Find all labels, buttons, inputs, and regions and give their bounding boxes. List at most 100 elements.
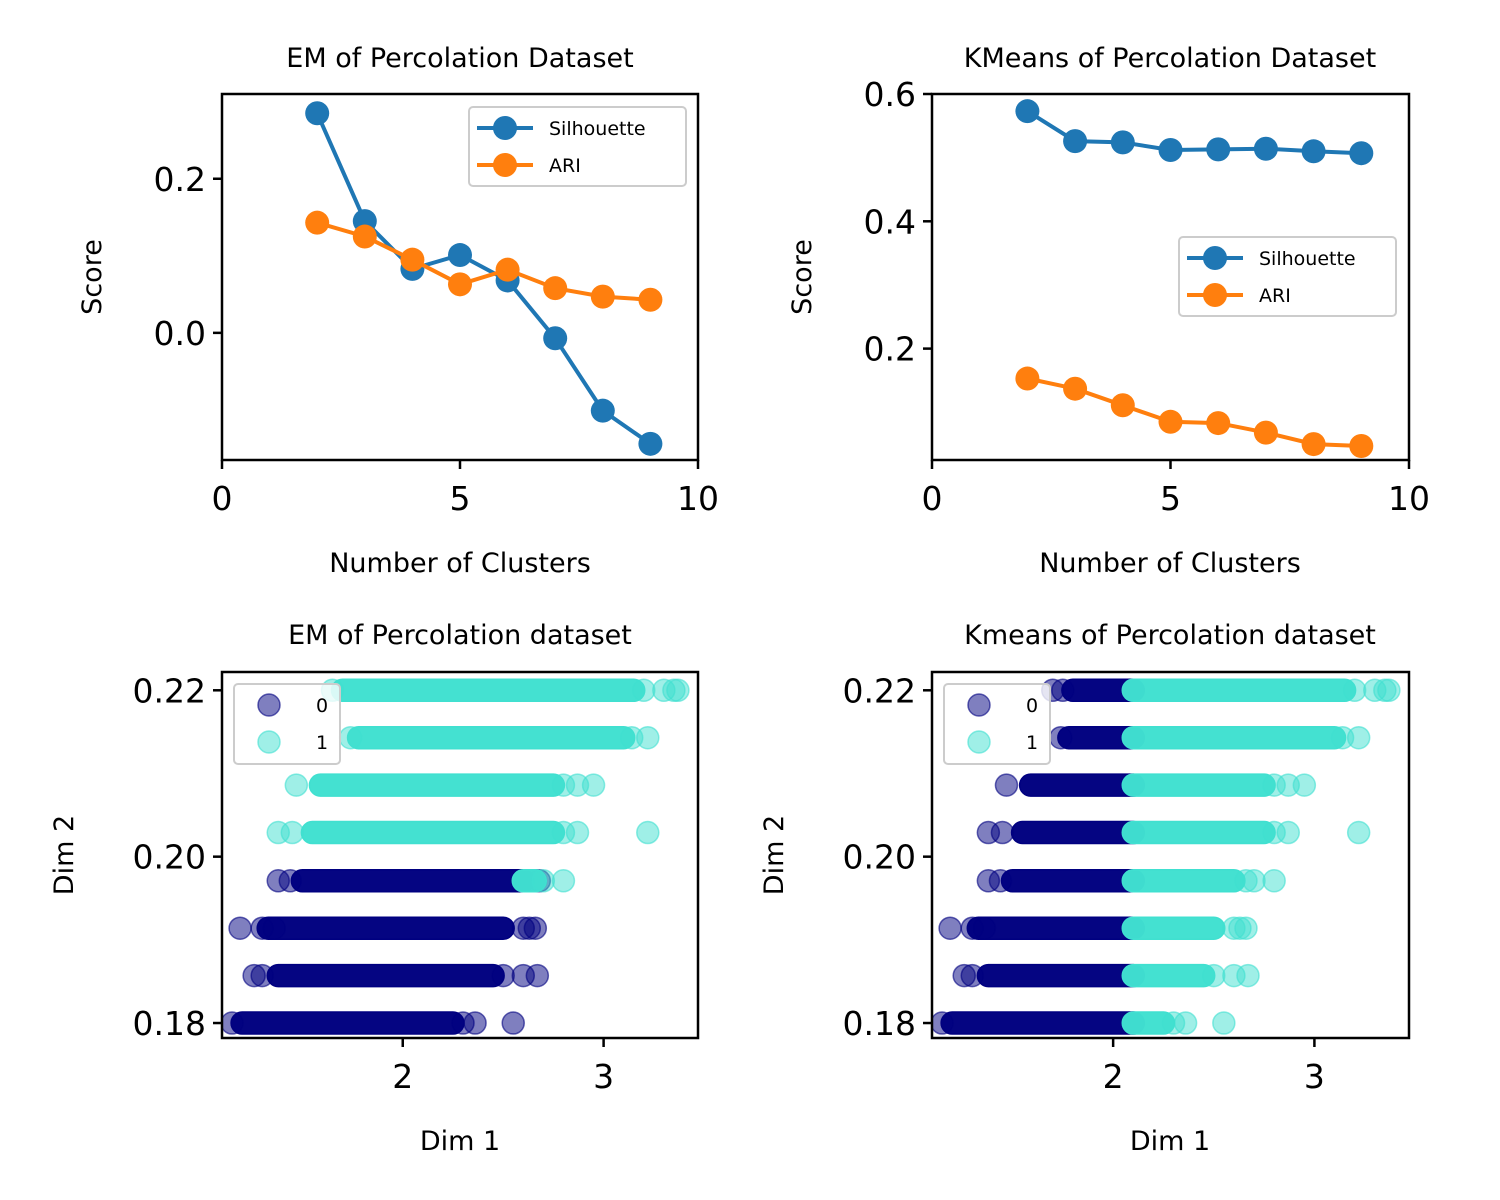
data-point xyxy=(990,820,1015,845)
point-cluster xyxy=(346,725,636,750)
data-point xyxy=(1015,366,1040,391)
series-ari xyxy=(1015,366,1374,458)
chart-title: KMeans of Percolation Dataset xyxy=(964,43,1376,74)
data-point xyxy=(1349,433,1374,458)
data-point xyxy=(1063,129,1088,154)
data-point xyxy=(581,773,606,797)
data-point xyxy=(463,1011,487,1035)
panel-em-scatter: EM of Percolation dataset Dim 1 Dim 2 2 3… xyxy=(49,620,700,1157)
y-tick-label: 0.6 xyxy=(864,75,916,114)
y-tick-label: 0.22 xyxy=(843,671,916,710)
data-point xyxy=(1236,963,1260,988)
x-tick-label: 10 xyxy=(677,479,719,518)
legend: Silhouette ARI xyxy=(468,106,687,187)
data-layer xyxy=(932,678,1401,1035)
data-point xyxy=(1212,1011,1236,1035)
data-point xyxy=(1377,678,1401,703)
point-cluster xyxy=(1121,820,1276,845)
data-point xyxy=(1051,678,1075,703)
data-point xyxy=(551,869,576,893)
panel-kmeans-scatter: Kmeans of Percolation dataset Dim 1 Dim … xyxy=(759,620,1411,1157)
x-tick-label: 0 xyxy=(922,479,943,518)
data-point xyxy=(632,678,656,703)
legend-label: 1 xyxy=(316,732,328,754)
data-point xyxy=(305,101,330,126)
data-point xyxy=(988,869,1013,893)
data-point xyxy=(280,820,305,845)
data-point xyxy=(1346,820,1371,845)
y-axis-label: Dim 2 xyxy=(49,815,80,895)
data-point xyxy=(1158,138,1183,163)
data-point xyxy=(501,1011,525,1035)
axes-frame xyxy=(930,670,1411,1040)
legend-marker xyxy=(967,730,991,754)
data-point xyxy=(1292,773,1317,797)
legend-label: ARI xyxy=(549,155,581,177)
x-axis-label: Dim 1 xyxy=(420,1126,500,1157)
x-axis-label: Number of Clusters xyxy=(1039,548,1301,579)
point-cluster xyxy=(1121,678,1357,703)
legend-label: 0 xyxy=(316,695,328,717)
point-cluster xyxy=(976,963,1146,988)
point-cluster xyxy=(330,678,646,703)
data-point xyxy=(222,1011,244,1035)
x-tick-label: 10 xyxy=(1388,479,1430,518)
legend-marker xyxy=(493,116,517,140)
data-point xyxy=(352,224,377,249)
data-point xyxy=(523,916,548,940)
data-point xyxy=(1253,136,1278,161)
legend-marker xyxy=(967,693,991,717)
data-point xyxy=(1253,420,1278,445)
data-point xyxy=(938,916,962,940)
data-point xyxy=(638,287,663,312)
data-point xyxy=(1206,137,1231,162)
y-tick-label: 0.2 xyxy=(864,330,916,369)
data-point xyxy=(1049,725,1073,750)
data-point xyxy=(932,1011,954,1035)
data-point xyxy=(1301,432,1326,457)
point-cluster xyxy=(230,1011,465,1035)
data-layer xyxy=(1015,99,1374,458)
data-point xyxy=(565,820,590,845)
data-point xyxy=(305,210,330,235)
point-cluster xyxy=(940,1011,1146,1035)
data-point xyxy=(228,916,252,940)
y-tick-label: 0.0 xyxy=(154,314,206,353)
cluster-1 xyxy=(1121,678,1401,1035)
data-point xyxy=(1202,963,1226,988)
data-point xyxy=(1262,869,1286,893)
chart-title: EM of Percolation Dataset xyxy=(286,43,633,74)
data-point xyxy=(250,963,274,988)
y-tick-label: 0.4 xyxy=(864,202,916,241)
data-point xyxy=(972,916,997,940)
data-point xyxy=(491,963,515,988)
data-point xyxy=(448,272,472,297)
data-point xyxy=(1276,820,1300,845)
data-point xyxy=(338,725,363,750)
data-point xyxy=(448,243,472,268)
legend-label: Silhouette xyxy=(1259,248,1356,270)
point-cluster xyxy=(1121,916,1226,940)
x-tick-label: 0 xyxy=(212,479,233,518)
data-point xyxy=(1173,1011,1198,1035)
data-point xyxy=(1206,411,1231,436)
point-cluster xyxy=(308,773,566,797)
series-silhouette xyxy=(1015,99,1374,166)
data-point xyxy=(1110,130,1135,155)
y-tick-label: 0.20 xyxy=(133,838,206,877)
plot-area: 0 5 10 0.2 0.0 Silhouette ARI xyxy=(154,92,719,518)
x-tick-label: 2 xyxy=(1103,1057,1124,1096)
data-point xyxy=(590,398,615,423)
legend-label: ARI xyxy=(1259,285,1291,307)
legend: 01 xyxy=(233,683,341,765)
point-cluster xyxy=(300,820,566,845)
data-point xyxy=(590,284,615,309)
data-point xyxy=(1110,393,1135,418)
legend-marker xyxy=(1203,246,1227,270)
data-point xyxy=(666,678,690,703)
point-cluster xyxy=(1121,773,1276,797)
data-point xyxy=(636,725,660,750)
axes-frame xyxy=(220,670,700,1040)
data-point xyxy=(262,916,286,940)
